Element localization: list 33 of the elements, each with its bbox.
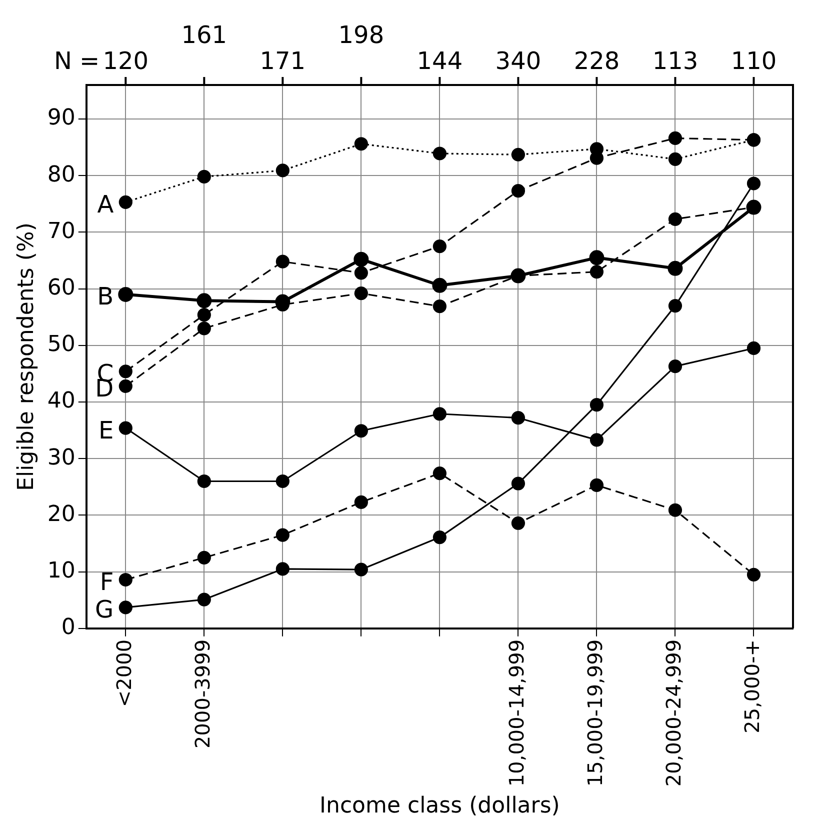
y-tick-label: 40: [47, 388, 76, 414]
y-tick-label: 90: [47, 106, 76, 131]
text: 113: [652, 47, 698, 76]
series-label: B: [97, 282, 114, 311]
text: 144: [416, 47, 463, 76]
y-tick-label: 70: [47, 218, 76, 244]
y-tick-label: 80: [47, 162, 76, 188]
x-tick-label: 2000-3999: [190, 639, 214, 748]
x-tick-label: 20,000-24,999: [661, 639, 686, 787]
text: 161: [181, 21, 228, 50]
series-label: F: [100, 568, 114, 596]
y-tick-label: 0: [61, 615, 76, 640]
text: 171: [260, 47, 306, 76]
x-tick-label: 10,000-14,999: [504, 639, 528, 787]
y-tick-label: 20: [47, 502, 76, 527]
text: 120: [102, 47, 149, 76]
x-axis-title: Income class (dollars): [320, 794, 560, 819]
x-tick-label: <2000: [112, 639, 136, 708]
y-tick-label: 10: [47, 558, 76, 584]
y-axis-title: Eligible respondents (%): [14, 222, 39, 491]
x-tick-label: 25,000-+: [740, 639, 764, 734]
y-tick-label: 60: [47, 276, 76, 300]
y-tick-label: 50: [47, 332, 76, 358]
x2-axis-title: N =: [54, 47, 100, 76]
x-tick-label: 15,000-19,999: [582, 639, 607, 787]
text: 110: [730, 47, 777, 76]
series-label: G: [95, 596, 114, 624]
text: 340: [495, 47, 542, 76]
text: 228: [574, 47, 620, 76]
y-tick-label: 30: [47, 445, 76, 470]
series-label: E: [98, 416, 114, 444]
series-label: A: [97, 190, 114, 218]
text: 198: [338, 21, 384, 50]
